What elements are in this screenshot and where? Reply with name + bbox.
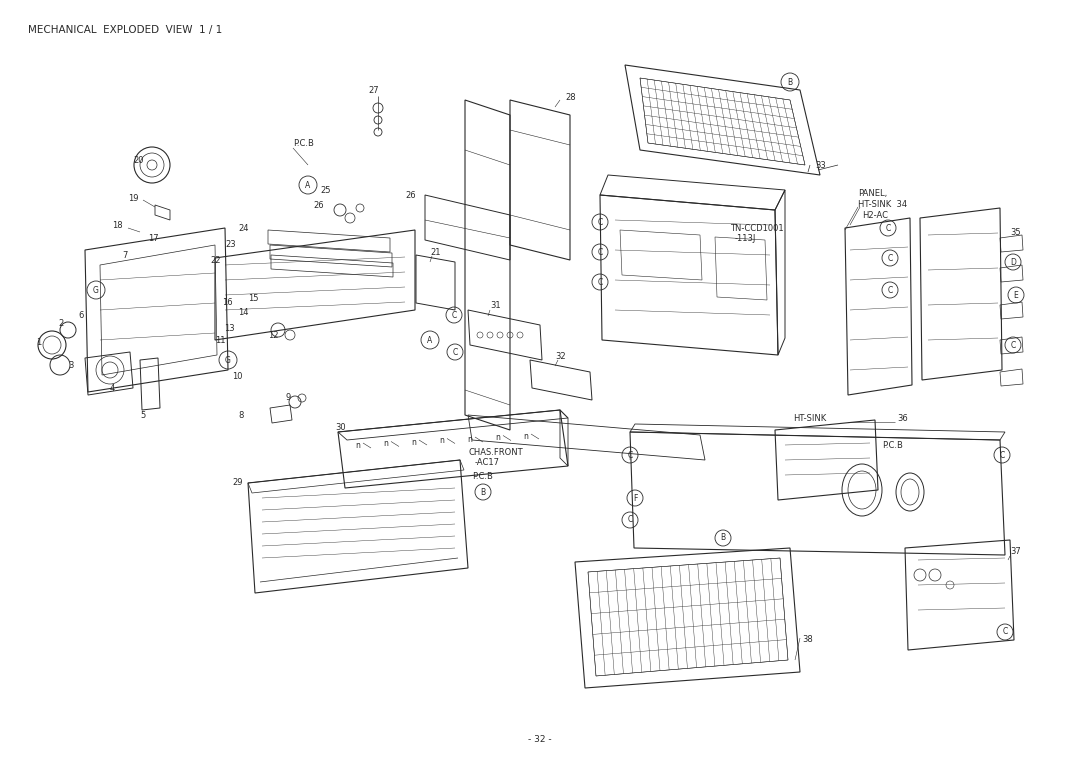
- Text: MECHANICAL  EXPLODED  VIEW  1 / 1: MECHANICAL EXPLODED VIEW 1 / 1: [28, 25, 222, 35]
- Text: -113J: -113J: [735, 233, 756, 243]
- Text: C: C: [886, 224, 891, 233]
- Text: 19: 19: [129, 194, 138, 202]
- Text: 23: 23: [225, 240, 235, 249]
- Text: C: C: [1002, 627, 1008, 636]
- Text: -AC17: -AC17: [475, 458, 500, 466]
- Text: A: A: [428, 336, 433, 345]
- Text: C: C: [627, 516, 633, 524]
- Text: 27: 27: [368, 85, 379, 95]
- Text: 6: 6: [78, 311, 83, 320]
- Text: C: C: [597, 217, 603, 227]
- Text: 35: 35: [1010, 227, 1021, 237]
- Text: n: n: [438, 436, 444, 445]
- Text: C: C: [1011, 340, 1015, 349]
- Text: H2-AC: H2-AC: [862, 211, 888, 220]
- Text: B: B: [481, 488, 486, 497]
- Text: 22: 22: [210, 256, 220, 265]
- Text: P.C.B: P.C.B: [882, 440, 903, 449]
- Text: 15: 15: [248, 294, 258, 302]
- Text: 8: 8: [238, 410, 243, 420]
- Text: 28: 28: [565, 92, 576, 101]
- Text: n: n: [355, 440, 360, 449]
- Text: C: C: [999, 450, 1004, 459]
- Text: 4: 4: [110, 384, 116, 392]
- Text: 10: 10: [232, 372, 243, 381]
- Text: 17: 17: [148, 233, 159, 243]
- Text: CHAS.FRONT: CHAS.FRONT: [468, 448, 523, 456]
- Text: G: G: [93, 285, 99, 295]
- Text: 16: 16: [222, 298, 232, 307]
- Text: 14: 14: [238, 307, 248, 317]
- Text: 2: 2: [58, 318, 64, 327]
- Text: n: n: [383, 439, 388, 448]
- Text: - 32 -: - 32 -: [528, 736, 552, 745]
- Text: 26: 26: [405, 191, 416, 199]
- Text: 12: 12: [268, 330, 279, 340]
- Text: 25: 25: [320, 185, 330, 195]
- Text: 24: 24: [238, 224, 248, 233]
- Text: 29: 29: [232, 478, 243, 487]
- Text: C: C: [453, 347, 458, 356]
- Text: P.C.B: P.C.B: [472, 472, 492, 481]
- Text: B: B: [787, 78, 793, 86]
- Text: E: E: [1014, 291, 1018, 300]
- Text: TN-CCD1001: TN-CCD1001: [730, 224, 784, 233]
- Text: F: F: [633, 494, 637, 503]
- Text: C: C: [627, 450, 633, 459]
- Text: HT-SINK: HT-SINK: [793, 414, 826, 423]
- Text: 32: 32: [555, 352, 566, 360]
- Text: C: C: [451, 311, 457, 320]
- Text: 11: 11: [215, 336, 226, 345]
- Text: 36: 36: [897, 414, 908, 423]
- Text: C: C: [888, 285, 893, 295]
- Text: 20: 20: [133, 156, 144, 165]
- Text: 13: 13: [224, 324, 234, 333]
- Text: HT-SINK  34: HT-SINK 34: [858, 199, 907, 208]
- Text: 30: 30: [335, 423, 346, 432]
- Text: 37: 37: [1010, 548, 1021, 556]
- Text: 26: 26: [313, 201, 324, 210]
- Text: C: C: [597, 247, 603, 256]
- Text: 33: 33: [815, 160, 826, 169]
- Text: B: B: [720, 533, 726, 542]
- Text: PANEL,: PANEL,: [858, 188, 888, 198]
- Text: n: n: [495, 433, 500, 442]
- Text: n: n: [467, 434, 472, 443]
- Text: 21: 21: [430, 247, 441, 256]
- Text: C: C: [888, 253, 893, 262]
- Text: 3: 3: [68, 360, 73, 369]
- Text: C: C: [597, 278, 603, 286]
- Text: 31: 31: [490, 301, 501, 310]
- Text: G: G: [225, 356, 231, 365]
- Text: 1: 1: [36, 337, 41, 346]
- Text: 7: 7: [122, 250, 127, 259]
- Text: 5: 5: [140, 410, 145, 420]
- Text: 9: 9: [285, 392, 291, 401]
- Text: 18: 18: [112, 221, 123, 230]
- Text: n: n: [411, 437, 416, 446]
- Text: 38: 38: [802, 636, 813, 645]
- Text: P.C.B: P.C.B: [293, 139, 314, 147]
- Text: A: A: [306, 181, 311, 189]
- Text: n: n: [523, 432, 528, 440]
- Text: D: D: [1010, 257, 1016, 266]
